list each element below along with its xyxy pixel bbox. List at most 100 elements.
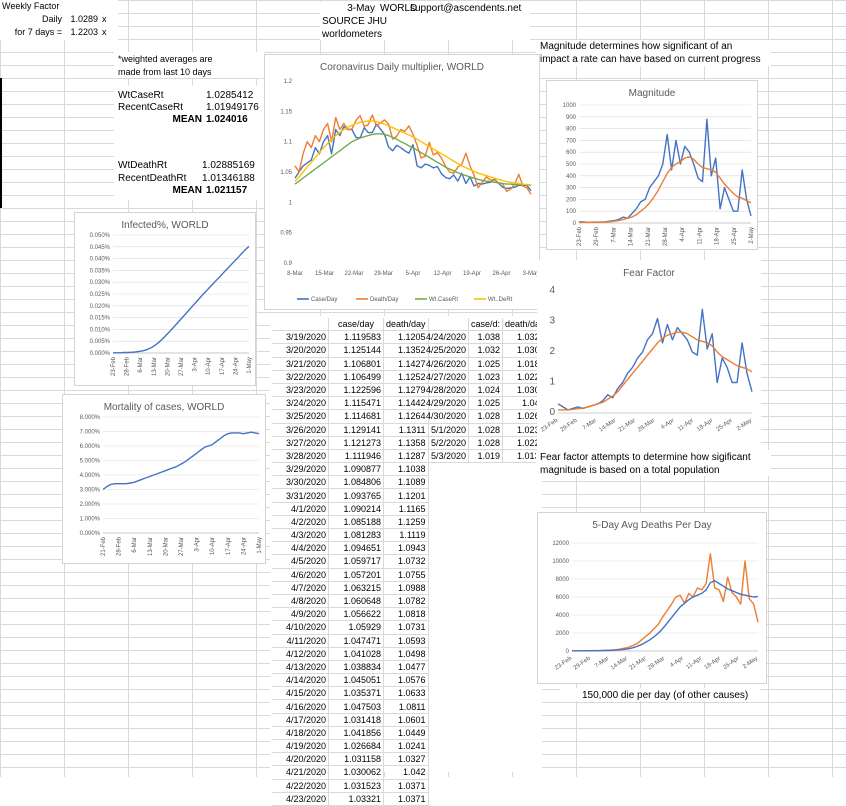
cell-date[interactable]: 4/27/2020 [420,370,469,384]
cell-case[interactable]: 1.106499 [328,370,384,384]
cell-case[interactable]: 1.119583 [328,330,384,345]
cell-date[interactable]: 4/4/2020 [272,541,329,556]
cell-death[interactable]: 1.1089 [383,475,429,490]
cell-case[interactable]: 1.056622 [328,607,384,622]
cell-date[interactable]: 4/19/2020 [272,739,329,754]
region-cell[interactable]: WORLD [380,3,418,14]
cell-date[interactable]: 3/21/2020 [272,357,329,371]
cell-date[interactable]: 4/29/2020 [420,396,469,411]
cell-death[interactable]: 1.0782 [383,594,429,609]
cell-date[interactable]: 4/25/2020 [420,343,469,358]
cell-date[interactable]: 4/18/2020 [272,726,329,741]
fear-chart[interactable]: Fear Factor 0 1 2 3 4 23-Feb 29-Feb 7-Mar 14-Mar 2… [537,260,761,452]
cell-date[interactable]: 3/30/2020 [272,475,329,490]
cell-case[interactable]: 1.028 [468,436,504,450]
cell-date[interactable]: 3/29/2020 [272,462,329,477]
cell-date[interactable]: 3/24/2020 [272,396,329,411]
cell-case[interactable]: 1.060648 [328,594,384,609]
date-cell[interactable]: 3-May [347,3,375,14]
cell-death[interactable]: 1.0732 [383,554,429,569]
cell-death[interactable]: 1.1201 [383,488,429,503]
cell-death[interactable]: 1.0371 [383,779,429,793]
cell-date[interactable]: 4/23/2020 [272,792,329,806]
cell-death[interactable]: 1.0755 [383,568,429,582]
cell-death[interactable]: 1.0371 [383,792,429,806]
cell-case[interactable]: 1.03321 [328,792,384,806]
cell-date[interactable]: 4/3/2020 [272,528,329,543]
cell-death[interactable]: 1.0943 [383,541,429,556]
cell-case[interactable]: 1.129141 [328,423,384,437]
cell-case[interactable]: 1.084806 [328,475,384,490]
cell-death[interactable]: 1.0449 [383,726,429,741]
cell-date[interactable]: 4/6/2020 [272,568,329,582]
cell-death[interactable]: 1.0811 [383,699,429,714]
cell-case[interactable]: 1.121273 [328,436,384,450]
cell-case[interactable]: 1.031523 [328,779,384,793]
seven-days-value[interactable]: 1.2203 [70,27,98,37]
cell-date[interactable]: 4/22/2020 [272,779,329,793]
cell-case[interactable]: 1.047503 [328,699,384,714]
cell-date[interactable]: 3/27/2020 [272,436,329,450]
mortality-chart[interactable]: Mortality of cases, WORLD 0.000% 1.000% 2.0… [62,394,266,564]
cell-case[interactable]: 1.081283 [328,528,384,543]
cell-case[interactable]: 1.041028 [328,647,384,661]
cell-death[interactable]: 1.1165 [383,502,429,516]
cell-date[interactable]: 4/11/2020 [272,634,329,648]
cell-death[interactable]: 1.0818 [383,607,429,622]
cell-case[interactable]: 1.063215 [328,581,384,595]
cell-date[interactable]: 3/28/2020 [272,449,329,464]
cell-date[interactable]: 4/15/2020 [272,686,329,701]
cell-case[interactable]: 1.028 [468,423,504,437]
wt-case-value[interactable]: 1.0285412 [206,90,254,101]
cell-death[interactable]: 1.0633 [383,686,429,701]
cell-case[interactable]: 1.05929 [328,620,384,635]
header-case[interactable]: case/day [328,318,384,332]
cell-date[interactable]: 4/24/2020 [420,330,469,345]
recent-death-value[interactable]: 1.01346188 [202,173,255,184]
cell-case[interactable]: 1.032 [468,343,504,358]
cell-case[interactable]: 1.038 [468,330,504,345]
cell-case[interactable]: 1.111946 [328,449,384,464]
cell-death[interactable]: 1.042 [383,765,429,780]
recent-case-value[interactable]: 1.01949176 [206,102,259,113]
header-case-trunc[interactable]: case/d: [468,318,504,332]
cell-case[interactable]: 1.047471 [328,634,384,648]
cell-date[interactable]: 4/8/2020 [272,594,329,609]
cell-date[interactable]: 4/9/2020 [272,607,329,622]
cell-date[interactable]: 4/20/2020 [272,752,329,767]
source2-cell[interactable]: worldometers [322,29,383,40]
cell-case[interactable]: 1.115471 [328,396,384,411]
cell-case[interactable]: 1.041856 [328,726,384,741]
cell-case[interactable]: 1.031418 [328,713,384,727]
cell-case[interactable]: 1.059717 [328,554,384,569]
infected-chart[interactable]: Infected%, WORLD 0.000% 0.005% 0.010% 0.015%… [74,212,256,386]
cell-case[interactable]: 1.019 [468,449,504,464]
cell-date[interactable]: 5/2/2020 [420,436,469,450]
cell-date[interactable]: 4/28/2020 [420,383,469,398]
cell-death[interactable]: 1.1038 [383,462,429,477]
cell-case[interactable]: 1.028 [468,409,504,424]
cell-death[interactable]: 1.0731 [383,620,429,635]
source-cell[interactable]: SOURCE JHU [322,16,388,27]
cell-death[interactable]: 1.0241 [383,739,429,754]
cell-date[interactable]: 3/26/2020 [272,423,329,437]
cell-date[interactable]: 3/22/2020 [272,370,329,384]
cell-case[interactable]: 1.025 [468,396,504,411]
cell-date[interactable]: 3/23/2020 [272,383,329,398]
cell-date[interactable]: 4/13/2020 [272,660,329,675]
cell-date[interactable]: 3/31/2020 [272,488,329,503]
email-cell[interactable]: support@ascendents.net [410,3,522,14]
cell-death[interactable]: 1.0498 [383,647,429,661]
cell-date[interactable]: 4/2/2020 [272,515,329,530]
multiplier-chart[interactable]: Coronavirus Daily multiplier, WORLD 0.9 0.… [264,54,540,310]
cell-date[interactable]: 4/1/2020 [272,502,329,516]
cell-date[interactable]: 4/26/2020 [420,357,469,371]
cell-case[interactable]: 1.038834 [328,660,384,675]
cell-date[interactable]: 3/25/2020 [272,409,329,424]
cell-case[interactable]: 1.045051 [328,673,384,688]
cell-case[interactable]: 1.035371 [328,686,384,701]
cell-case[interactable]: 1.090214 [328,502,384,516]
cell-case[interactable]: 1.031158 [328,752,384,767]
cell-case[interactable]: 1.106801 [328,357,384,371]
cell-date[interactable]: 5/3/2020 [420,449,469,464]
